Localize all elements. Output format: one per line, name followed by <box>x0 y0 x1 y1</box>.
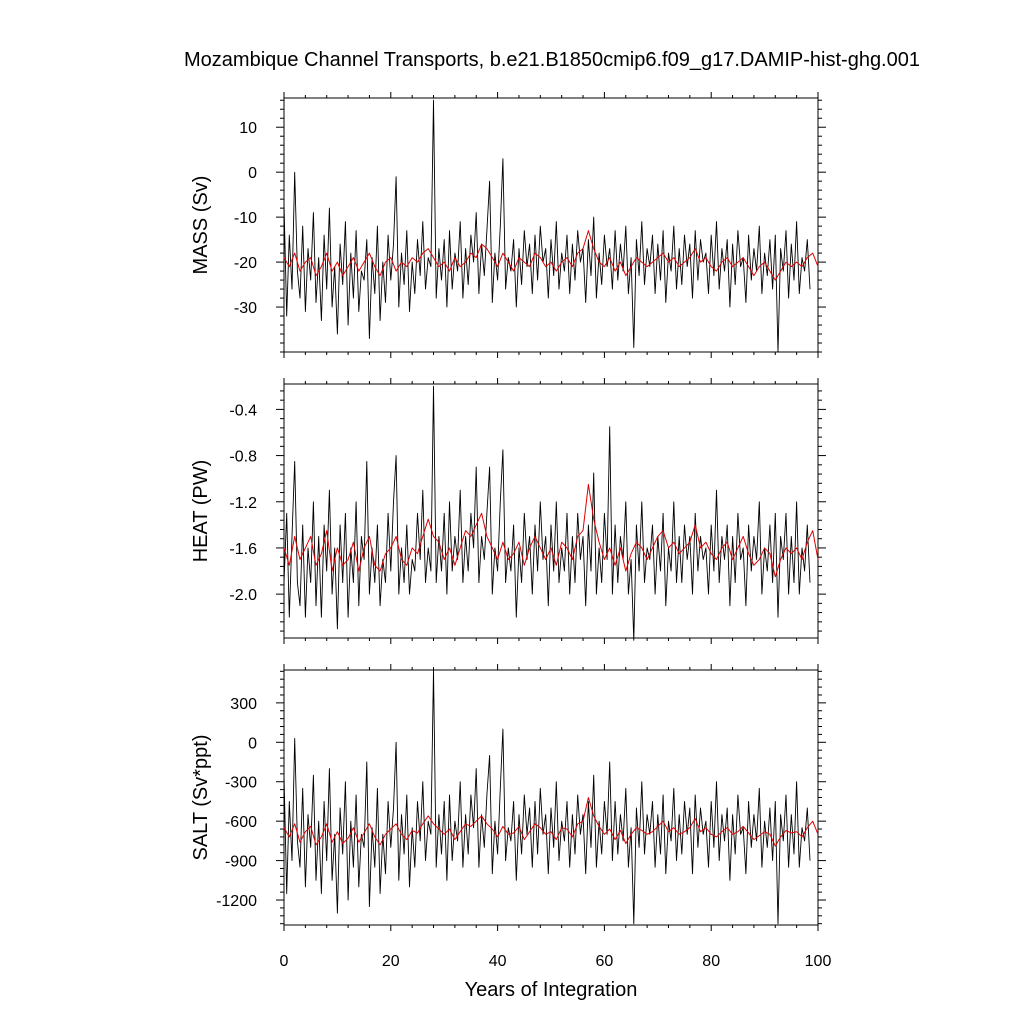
plot-frame <box>283 97 819 353</box>
panel-salt: 300 0 -300 -600 -900 -1200 SALT (Sv*ppt) <box>190 664 826 931</box>
y-tick-label: -600 <box>225 814 257 831</box>
y-tick-label: -0.8 <box>229 449 257 466</box>
y-axis-label: MASS (Sv) <box>190 176 212 275</box>
x-tick-label: 80 <box>702 953 720 970</box>
y-tick-label: 0 <box>248 165 257 182</box>
y-tick-label: 0 <box>248 735 257 752</box>
series-line-smoothed <box>283 230 819 281</box>
y-tick-label: -1.2 <box>229 495 257 512</box>
y-tick-label: -2.0 <box>229 587 257 604</box>
series-line-smoothed <box>283 797 819 847</box>
y-tick-label: -20 <box>234 255 257 272</box>
x-tick-label: 60 <box>596 953 614 970</box>
y-tick-label: -300 <box>225 775 257 792</box>
x-axis-label: Years of Integration <box>465 979 638 1001</box>
y-tick-label: -1.6 <box>229 541 257 558</box>
y-tick-label: -0.4 <box>229 402 257 419</box>
y-tick-label: -10 <box>234 210 257 227</box>
x-tick-label: 40 <box>489 953 507 970</box>
y-axis-label: SALT (Sv*ppt) <box>190 735 212 861</box>
x-tick-label: 0 <box>280 953 289 970</box>
panel-heat: -0.4 -0.8 -1.2 -1.6 -2.0 HEAT (PW) <box>190 378 826 644</box>
series-line-raw <box>283 385 811 641</box>
y-axis-label: HEAT (PW) <box>190 460 212 563</box>
y-tick-label: 10 <box>239 120 257 137</box>
chart-title: Mozambique Channel Transports, b.e21.B18… <box>184 49 920 71</box>
x-tick-labels: 0 20 40 60 80 100 <box>280 953 832 970</box>
y-tick-label: -30 <box>234 300 257 317</box>
series-line-raw <box>283 99 811 353</box>
y-tick-label: 300 <box>230 696 257 713</box>
x-tick-label: 100 <box>805 953 832 970</box>
y-tick-label: -900 <box>225 854 257 871</box>
series-line-raw <box>283 669 811 925</box>
x-tick-label: 20 <box>382 953 400 970</box>
y-tick-label: -1200 <box>216 893 257 910</box>
panel-mass: 10 0 -10 -20 -30 MASS (Sv) <box>190 92 826 358</box>
plot-frame <box>283 383 819 639</box>
series-line-smoothed <box>283 483 819 578</box>
